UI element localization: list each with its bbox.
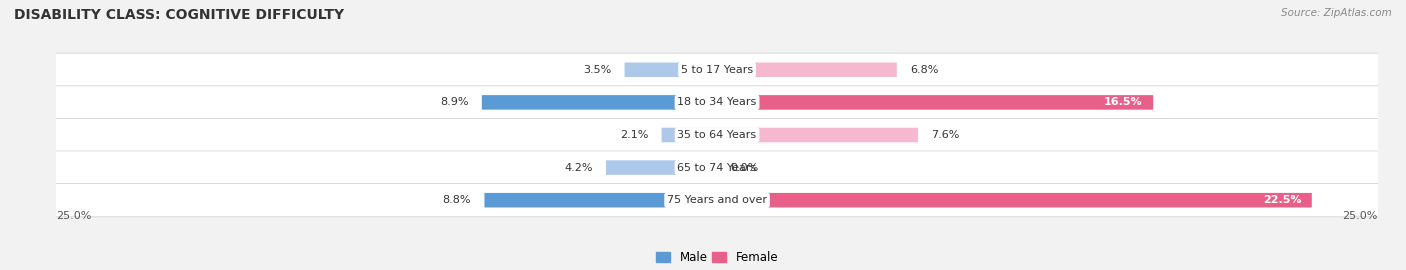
Text: 25.0%: 25.0% — [1343, 211, 1378, 221]
FancyBboxPatch shape — [717, 63, 897, 77]
FancyBboxPatch shape — [717, 128, 918, 142]
Text: 5 to 17 Years: 5 to 17 Years — [681, 65, 754, 75]
Text: 25.0%: 25.0% — [56, 211, 91, 221]
FancyBboxPatch shape — [485, 193, 717, 207]
Text: 65 to 74 Years: 65 to 74 Years — [678, 163, 756, 173]
FancyBboxPatch shape — [482, 95, 717, 110]
Text: 35 to 64 Years: 35 to 64 Years — [678, 130, 756, 140]
Text: 8.8%: 8.8% — [443, 195, 471, 205]
FancyBboxPatch shape — [45, 86, 1389, 119]
FancyBboxPatch shape — [717, 95, 1153, 110]
FancyBboxPatch shape — [45, 184, 1389, 217]
Text: 3.5%: 3.5% — [583, 65, 612, 75]
FancyBboxPatch shape — [45, 53, 1389, 86]
Text: 6.8%: 6.8% — [910, 65, 938, 75]
FancyBboxPatch shape — [45, 151, 1389, 184]
Text: 16.5%: 16.5% — [1104, 97, 1143, 107]
Legend: Male, Female: Male, Female — [655, 251, 779, 264]
Text: 75 Years and over: 75 Years and over — [666, 195, 768, 205]
Text: 18 to 34 Years: 18 to 34 Years — [678, 97, 756, 107]
Text: 8.9%: 8.9% — [440, 97, 468, 107]
Text: 4.2%: 4.2% — [564, 163, 593, 173]
FancyBboxPatch shape — [624, 63, 717, 77]
Text: 22.5%: 22.5% — [1263, 195, 1301, 205]
FancyBboxPatch shape — [662, 128, 717, 142]
Text: DISABILITY CLASS: COGNITIVE DIFFICULTY: DISABILITY CLASS: COGNITIVE DIFFICULTY — [14, 8, 344, 22]
FancyBboxPatch shape — [606, 160, 717, 175]
Text: 2.1%: 2.1% — [620, 130, 648, 140]
Text: Source: ZipAtlas.com: Source: ZipAtlas.com — [1281, 8, 1392, 18]
Text: 0.0%: 0.0% — [730, 163, 758, 173]
FancyBboxPatch shape — [45, 118, 1389, 152]
FancyBboxPatch shape — [717, 193, 1312, 207]
Text: 7.6%: 7.6% — [931, 130, 959, 140]
